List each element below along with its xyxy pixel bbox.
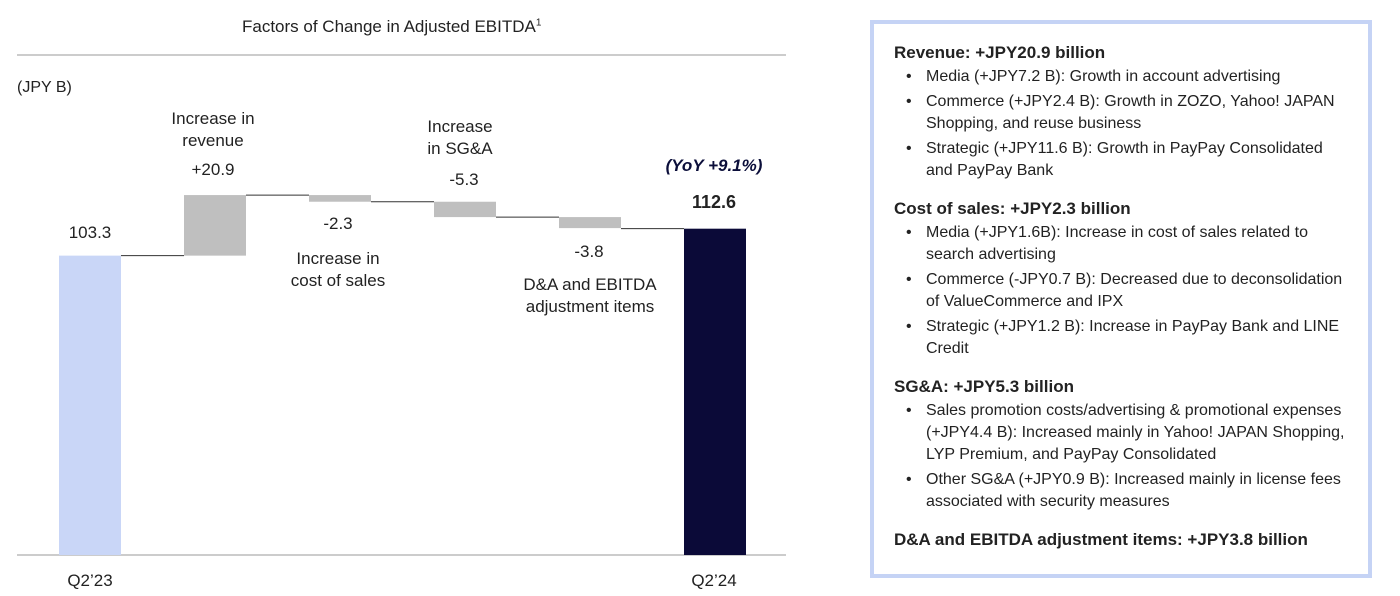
bullet-item: Commerce (-JPY0.7 B): Decreased due to d… xyxy=(904,269,1350,313)
waterfall-bar xyxy=(184,195,246,256)
label-increase-in-revenue: Increase in revenue xyxy=(171,109,255,150)
waterfall-bar xyxy=(684,228,746,556)
value-label-q2-23: 103.3 xyxy=(68,223,112,242)
panel-section: SG&A: +JPY5.3 billion Sales promotion cos… xyxy=(894,376,1350,513)
value-label-revenue: +20.9 xyxy=(191,160,235,179)
section-heading: Cost of sales: +JPY2.3 billion xyxy=(894,199,1131,218)
section-heading: Revenue: +JPY20.9 billion xyxy=(894,43,1106,62)
label-increase-in-cost-of-sales: Increase in cost of sales xyxy=(290,249,386,290)
waterfall-bar xyxy=(309,195,371,202)
label-da-ebitda-adjustment: D&A and EBITDA adjustment items xyxy=(523,275,657,316)
waterfall-chart: Factors of Change in Adjusted EBITDA1 (J… xyxy=(17,17,786,590)
value-label-cost-of-sales: -2.3 xyxy=(323,214,353,233)
value-label-da: -3.8 xyxy=(574,242,604,261)
bullet-item: Sales promotion costs/advertising & prom… xyxy=(904,400,1350,466)
value-label-sga: -5.3 xyxy=(449,170,479,189)
bullet-item: Commerce (+JPY2.4 B): Growth in ZOZO, Ya… xyxy=(904,91,1350,135)
panel-section: D&A and EBITDA adjustment items: +JPY3.8… xyxy=(894,529,1350,551)
unit-label: (JPY B) xyxy=(17,79,72,96)
waterfall-bar xyxy=(559,217,621,229)
title-superscript: 1 xyxy=(535,17,542,29)
label-increase-in-sga: Increase in SG&A xyxy=(427,117,493,158)
waterfall-bar xyxy=(434,201,496,218)
bullet-item: Media (+JPY1.6B): Increase in cost of sa… xyxy=(904,222,1350,266)
panel-section: Revenue: +JPY20.9 billion Media (+JPY7.2 … xyxy=(894,42,1350,182)
panel-section: Cost of sales: +JPY2.3 billion Media (+JP… xyxy=(894,198,1350,360)
bullet-item: Other SG&A (+JPY0.9 B): Increased mainly… xyxy=(904,469,1350,513)
bullet-item: Strategic (+JPY1.2 B): Increase in PayPa… xyxy=(904,316,1350,360)
bullet-list: Media (+JPY1.6B): Increase in cost of sa… xyxy=(894,222,1350,360)
yoy-note: (YoY +9.1%) xyxy=(665,156,763,175)
section-heading: D&A and EBITDA adjustment items: +JPY3.8… xyxy=(894,530,1308,549)
section-heading: SG&A: +JPY5.3 billion xyxy=(894,377,1074,396)
bullet-list: Media (+JPY7.2 B): Growth in account adv… xyxy=(894,66,1350,182)
bullet-list: Sales promotion costs/advertising & prom… xyxy=(894,400,1350,513)
bullet-item: Strategic (+JPY11.6 B): Growth in PayPay… xyxy=(904,138,1350,182)
waterfall-bar xyxy=(59,255,121,555)
bullet-item: Media (+JPY7.2 B): Growth in account adv… xyxy=(904,66,1350,88)
value-label-q2-24: 112.6 xyxy=(691,192,737,212)
chart-title: Factors of Change in Adjusted EBITDA1 xyxy=(242,17,542,36)
chart-canvas xyxy=(17,54,786,556)
x-label-q2-23: Q2’23 xyxy=(67,571,113,590)
explanation-panel: Revenue: +JPY20.9 billion Media (+JPY7.2 … xyxy=(870,20,1372,578)
x-label-q2-24: Q2’24 xyxy=(691,571,737,590)
